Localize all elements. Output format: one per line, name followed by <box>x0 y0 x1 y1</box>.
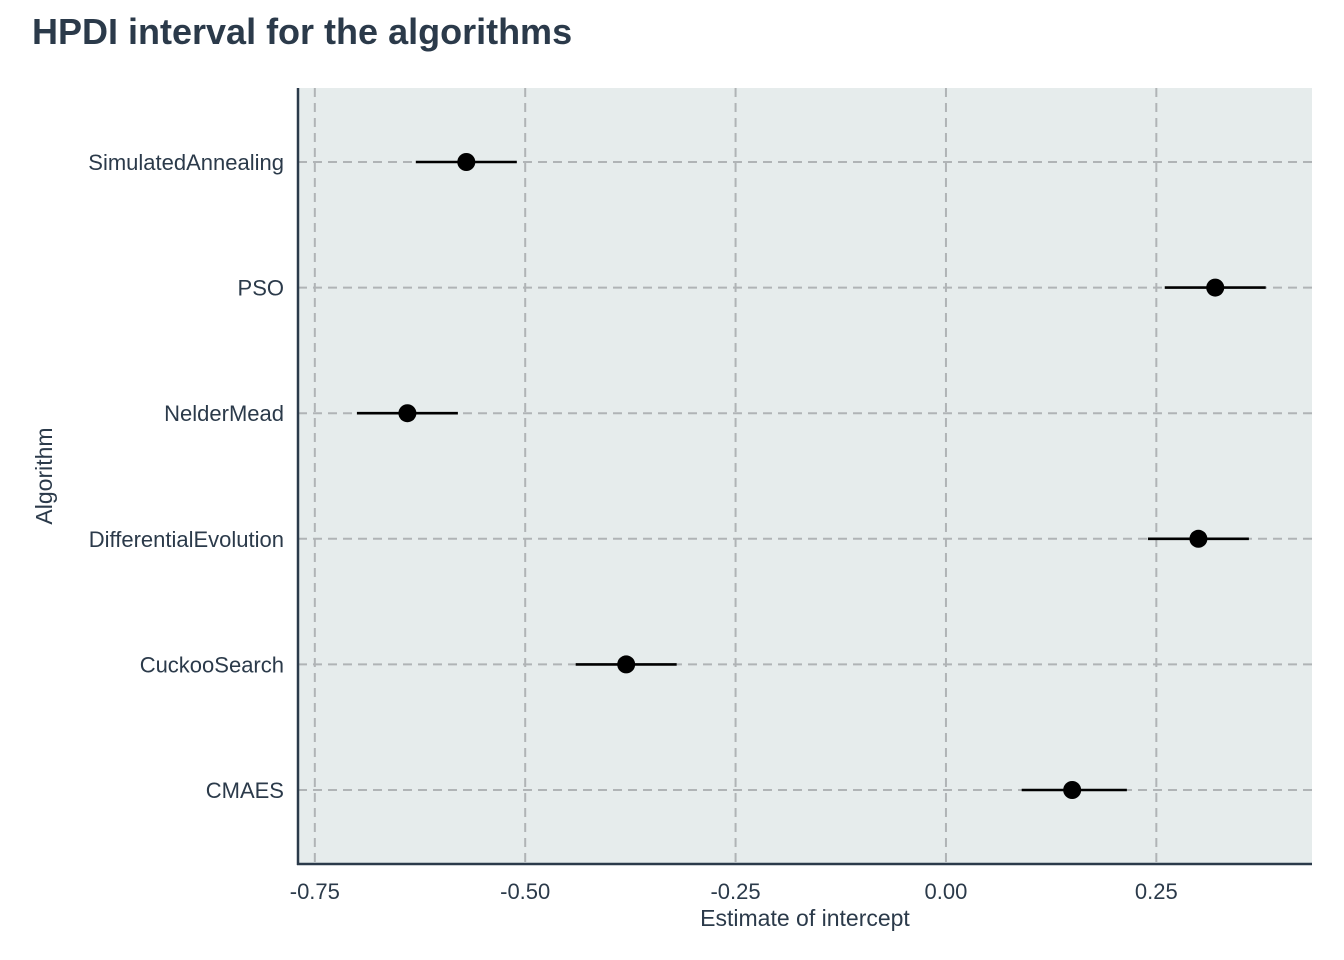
x-gridlines <box>313 88 1158 864</box>
y-tick-label: CMAES <box>206 778 284 803</box>
x-tick-label: 0.25 <box>1135 879 1178 904</box>
chart-title: HPDI interval for the algorithms <box>32 11 572 52</box>
x-tick-label: -0.75 <box>290 879 340 904</box>
estimate-point <box>457 153 476 171</box>
y-tick-labels: SimulatedAnnealing PSO NelderMead Different… <box>88 150 284 803</box>
hpdi-marks <box>356 153 1266 799</box>
y-tick-label: SimulatedAnnealing <box>88 150 284 175</box>
y-tick-label: CuckooSearch <box>140 652 284 677</box>
estimate-point <box>1189 529 1208 548</box>
estimate-point <box>617 655 636 674</box>
y-tick-label: DifferentialEvolution <box>89 527 284 552</box>
x-tick-label: -0.25 <box>710 879 760 904</box>
y-tick-label: PSO <box>238 276 284 301</box>
y-axis-title: Algorithm <box>31 427 57 524</box>
x-tick-label: 0.00 <box>925 879 968 904</box>
estimate-point <box>1206 278 1225 297</box>
y-tick-label: NelderMead <box>164 401 284 426</box>
plot-panel <box>298 88 1312 864</box>
estimate-point <box>398 404 417 423</box>
x-tick-labels: -0.75 -0.50 -0.25 0.00 0.25 <box>290 879 1178 904</box>
x-axis-title: Estimate of intercept <box>700 905 910 931</box>
estimate-point <box>1063 781 1082 799</box>
x-tick-label: -0.50 <box>500 879 550 904</box>
